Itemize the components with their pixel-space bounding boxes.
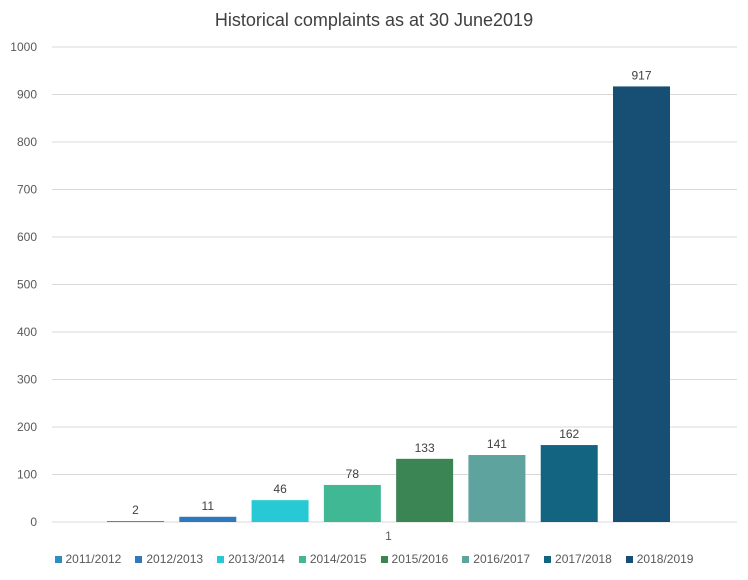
legend-swatch — [380, 555, 388, 563]
legend-label: 2017/2018 — [555, 552, 612, 566]
bar-chart: 0 100 200 300 400 500 600 700 800 900 1000 2 11 46 78 1… — [10, 40, 737, 543]
legend-swatch — [217, 555, 225, 563]
y-tick-label: 900 — [17, 88, 37, 102]
y-tick-label: 700 — [17, 183, 37, 197]
legend-item: 2015/2016 — [380, 552, 449, 566]
y-tick-label: 600 — [17, 230, 37, 244]
data-label: 133 — [415, 441, 435, 455]
legend-label: 2014/2015 — [309, 552, 367, 566]
chart-title: Historical complaints as at 30 June2019 — [214, 10, 534, 30]
data-label: 78 — [346, 467, 360, 481]
bar-2018-2019 — [613, 86, 670, 523]
legend-swatch — [298, 555, 306, 563]
y-tick-label: 300 — [17, 373, 37, 387]
chart-legend: 2011/2012 2012/2013 2013/2014 2014/2015 2015… — [0, 552, 748, 566]
legend-item: 2018/2019 — [625, 552, 694, 566]
legend-label: 2016/2017 — [473, 552, 531, 566]
y-tick-label: 200 — [17, 420, 37, 434]
legend-swatch — [544, 555, 552, 563]
legend-item: 2011/2012 — [54, 552, 122, 566]
bar-2015-2016 — [396, 458, 454, 522]
legend-swatch — [625, 555, 633, 563]
bar-2014-2015 — [323, 484, 381, 522]
bar-2011-2012 — [107, 521, 164, 522]
legend-swatch — [462, 555, 470, 563]
x-category-label: 1 — [385, 529, 392, 543]
legend-label: 2015/2016 — [391, 552, 449, 566]
data-label: 162 — [559, 427, 579, 441]
data-label: 141 — [487, 437, 507, 451]
legend-swatch — [135, 555, 143, 563]
data-label: 2 — [132, 503, 139, 517]
legend-item: 2014/2015 — [298, 552, 367, 566]
legend-label: 2013/2014 — [228, 552, 285, 566]
bar-2013-2014 — [251, 500, 309, 522]
legend-label: 2011/2012 — [65, 552, 122, 566]
y-tick-label: 1000 — [10, 40, 37, 54]
legend-label: 2018/2019 — [636, 552, 694, 566]
legend-item: 2016/2017 — [462, 552, 530, 566]
data-label: 11 — [202, 499, 215, 513]
y-tick-label: 0 — [30, 515, 37, 529]
bar-2016-2017 — [468, 455, 526, 522]
legend-item: 2017/2018 — [544, 552, 612, 566]
y-tick-label: 400 — [17, 325, 37, 339]
y-tick-label: 500 — [17, 278, 37, 292]
y-tick-label: 800 — [17, 135, 37, 149]
bar-2017-2018 — [540, 445, 598, 522]
data-label: 46 — [273, 482, 287, 496]
data-label: 917 — [631, 68, 651, 82]
legend-item: 2013/2014 — [217, 552, 285, 566]
y-tick-label: 100 — [17, 468, 37, 482]
legend-item: 2012/2013 — [135, 552, 203, 566]
legend-label: 2012/2013 — [146, 552, 204, 566]
bar-2012-2013 — [179, 516, 237, 522]
legend-swatch — [54, 555, 62, 563]
